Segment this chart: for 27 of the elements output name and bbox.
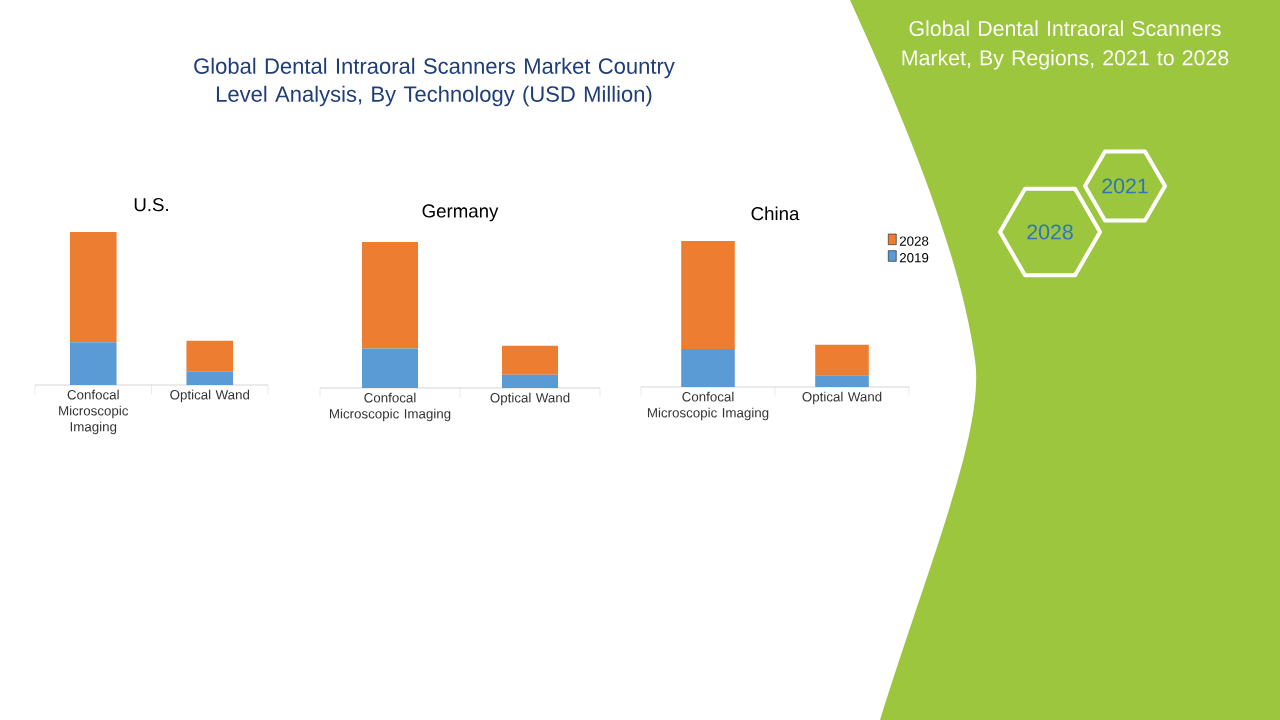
x-tick-label: Confocal Microscopic Imaging xyxy=(59,389,129,435)
bar xyxy=(502,374,559,388)
legend-label: 2028 xyxy=(899,236,929,246)
text: 2021 xyxy=(1102,178,1148,194)
bar xyxy=(69,232,117,343)
x-tick-label: Optical Wand xyxy=(802,391,882,405)
x-tick-label: Confocal Microscopic Imaging xyxy=(329,392,451,422)
chart-title: U.S. xyxy=(134,198,168,212)
text: 2028 xyxy=(1027,224,1073,240)
text: Global Dental Intraoral Scanners Market, By Regions, 2021 to 2028 xyxy=(902,20,1229,70)
bar xyxy=(815,375,869,387)
bar xyxy=(69,342,117,385)
x-tick-label: Confocal Microscopic Imaging xyxy=(647,391,769,421)
chart-title: China xyxy=(751,206,800,221)
bar xyxy=(681,241,735,350)
x-tick-label: Optical Wand xyxy=(490,392,570,406)
legend-label: 2019 xyxy=(899,253,929,263)
bar xyxy=(362,242,419,349)
bar xyxy=(815,344,869,376)
chart-title: Germany xyxy=(422,204,499,222)
bar xyxy=(186,371,234,385)
bar xyxy=(362,348,419,388)
x-tick-label: Optical Wand xyxy=(170,389,250,403)
bar xyxy=(681,349,735,387)
bar xyxy=(186,340,234,372)
bar xyxy=(502,345,559,375)
text: Global Dental Intraoral Scanners Market Country Level Analysis, By Technology (USD Million) xyxy=(194,57,675,107)
